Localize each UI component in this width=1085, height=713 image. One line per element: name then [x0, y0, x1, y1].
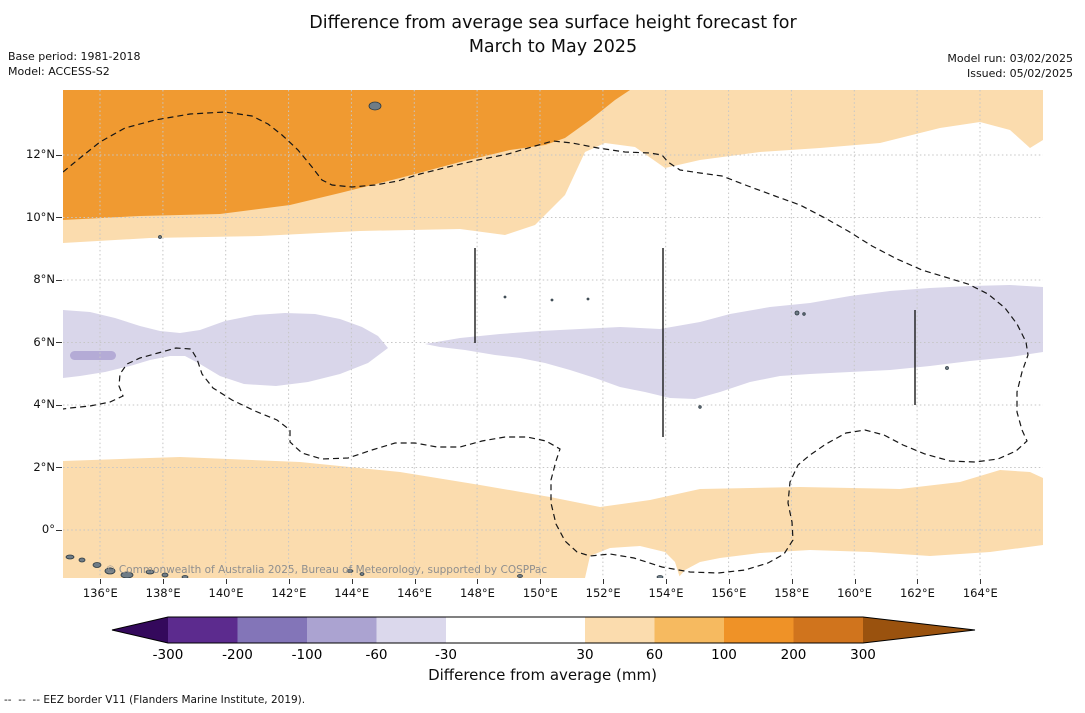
- colorbar: -300 -200 -100 -60 -30 30 60 100 200 300: [100, 612, 985, 666]
- x-tick-label: 158°E: [762, 586, 822, 600]
- x-tick-mark: [666, 579, 667, 584]
- colorbar-tick-label: 100: [711, 647, 737, 663]
- x-tick-label: 160°E: [825, 586, 885, 600]
- x-tick-label: 154°E: [636, 586, 696, 600]
- island: [66, 555, 74, 559]
- colorbar-tick-label: -30: [435, 647, 457, 663]
- map-plot: © Commonwealth of Australia 2025, Bureau…: [63, 90, 1043, 578]
- y-tick-mark: [56, 405, 62, 406]
- colorbar-tick-label: -60: [365, 647, 387, 663]
- island: [795, 311, 799, 315]
- island: [803, 313, 806, 316]
- island: [369, 102, 381, 110]
- eez-footnote: -- -- -- EEZ border V11 (Flanders Marine…: [4, 694, 305, 706]
- y-tick-label: 10°N: [0, 210, 55, 224]
- x-tick-mark: [226, 579, 227, 584]
- x-tick-label: 156°E: [699, 586, 759, 600]
- x-tick-mark: [100, 579, 101, 584]
- colorbar-tick-label: -300: [153, 647, 184, 663]
- x-tick-mark: [603, 579, 604, 584]
- x-tick-label: 138°E: [133, 586, 193, 600]
- colorbar-segment: [724, 617, 794, 643]
- x-tick-mark: [163, 579, 164, 584]
- y-tick-label: 6°N: [0, 335, 55, 349]
- island: [159, 236, 162, 239]
- y-tick-mark: [56, 217, 62, 218]
- x-tick-label: 162°E: [887, 586, 947, 600]
- x-tick-mark: [415, 579, 416, 584]
- colorbar-segment: [377, 617, 447, 643]
- x-tick-label: 140°E: [196, 586, 256, 600]
- island: [657, 576, 663, 579]
- y-tick-mark: [56, 530, 62, 531]
- y-tick-label: 12°N: [0, 147, 55, 161]
- run-metadata-left: Base period: 1981-2018 Model: ACCESS-S2: [8, 50, 140, 79]
- colorbar-title: Difference from average (mm): [100, 666, 985, 684]
- model-run-text: Model run: 03/02/2025: [947, 52, 1073, 67]
- colorbar-tick-label: 30: [576, 647, 593, 663]
- x-tick-label: 144°E: [322, 586, 382, 600]
- figure-title: Difference from average sea surface heig…: [63, 12, 1043, 59]
- x-tick-mark: [352, 579, 353, 584]
- x-tick-label: 152°E: [573, 586, 633, 600]
- colorbar-segment: [307, 617, 377, 643]
- colorbar-left-arrow: [112, 617, 168, 643]
- island: [587, 298, 589, 300]
- map-watermark: © Commonwealth of Australia 2025, Bureau…: [105, 564, 547, 576]
- x-tick-mark: [477, 579, 478, 584]
- island: [79, 558, 85, 562]
- x-tick-mark: [980, 579, 981, 584]
- x-tick-label: 150°E: [510, 586, 570, 600]
- y-tick-mark: [56, 467, 62, 468]
- colorbar-tick-label: 60: [646, 647, 663, 663]
- colorbar-segment: [168, 617, 238, 643]
- x-tick-label: 136°E: [70, 586, 130, 600]
- y-tick-label: 4°N: [0, 397, 55, 411]
- island: [699, 406, 702, 409]
- colorbar-segment: [794, 617, 864, 643]
- x-tick-mark: [729, 579, 730, 584]
- x-tick-label: 164°E: [950, 586, 1010, 600]
- colorbar-segment: [655, 617, 725, 643]
- x-tick-label: 142°E: [259, 586, 319, 600]
- colorbar-tick-label: 300: [850, 647, 876, 663]
- x-tick-label: 146°E: [385, 586, 445, 600]
- y-tick-mark: [56, 155, 62, 156]
- y-tick-mark: [56, 342, 62, 343]
- y-tick-mark: [56, 280, 62, 281]
- run-metadata-right: Model run: 03/02/2025 Issued: 05/02/2025: [947, 52, 1073, 81]
- figure-title-line2: March to May 2025: [63, 36, 1043, 60]
- x-tick-label: 148°E: [447, 586, 507, 600]
- y-tick-label: 0°: [0, 522, 55, 536]
- island: [946, 367, 949, 370]
- colorbar-tick-label: -200: [222, 647, 253, 663]
- figure-title-line1: Difference from average sea surface heig…: [63, 12, 1043, 36]
- x-tick-mark: [917, 579, 918, 584]
- region-neg-100-60-patch: [70, 351, 116, 360]
- island: [93, 563, 101, 568]
- colorbar-tick-label: 200: [781, 647, 807, 663]
- y-tick-label: 8°N: [0, 272, 55, 286]
- x-tick-mark: [792, 579, 793, 584]
- colorbar-right-arrow: [863, 617, 975, 643]
- colorbar-tick-label: -100: [292, 647, 323, 663]
- base-period-text: Base period: 1981-2018: [8, 50, 140, 65]
- model-text: Model: ACCESS-S2: [8, 65, 140, 80]
- y-tick-label: 2°N: [0, 460, 55, 474]
- x-tick-mark: [289, 579, 290, 584]
- island: [551, 299, 553, 301]
- colorbar-segment: [238, 617, 308, 643]
- x-tick-mark: [540, 579, 541, 584]
- island: [504, 296, 506, 298]
- x-tick-mark: [855, 579, 856, 584]
- issued-text: Issued: 05/02/2025: [947, 67, 1073, 82]
- colorbar-segment: [585, 617, 655, 643]
- colorbar-segment: [446, 617, 585, 643]
